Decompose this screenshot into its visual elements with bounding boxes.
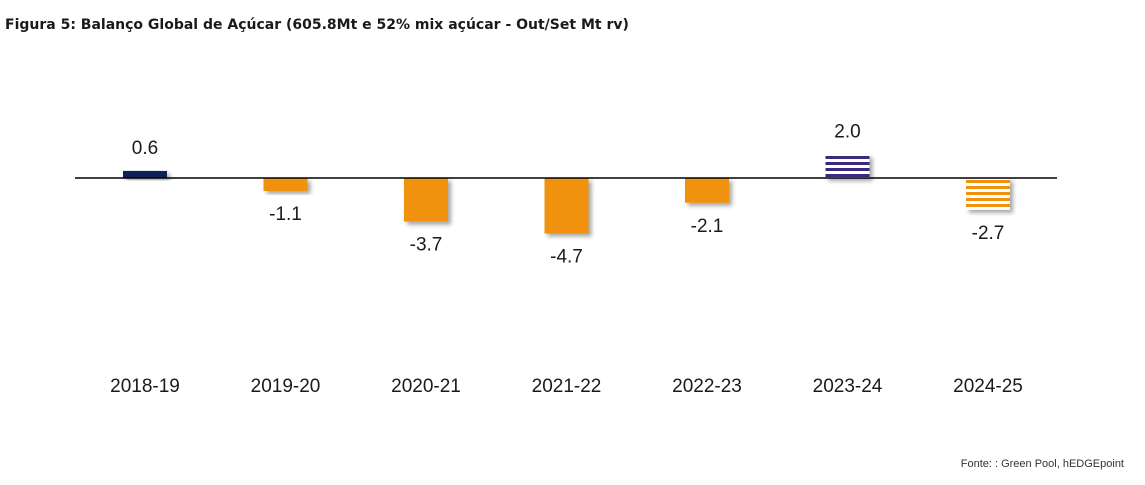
chart-title: Figura 5: Balanço Global de Açúcar (605.… bbox=[5, 17, 629, 33]
value-label-2024-25: -2.7 bbox=[972, 223, 1005, 244]
bar-2023-24 bbox=[825, 154, 870, 178]
bar-2019-20 bbox=[263, 178, 308, 191]
value-label-2022-23: -2.1 bbox=[691, 216, 724, 237]
bar-2021-22 bbox=[544, 178, 589, 234]
source-note: Fonte: : Green Pool, hEDGEpoint bbox=[960, 458, 1124, 470]
value-label-2021-22: -4.7 bbox=[550, 246, 583, 267]
category-label-2023-24: 2023-24 bbox=[813, 376, 883, 397]
bar-2018-19 bbox=[123, 170, 167, 178]
category-label-2018-19: 2018-19 bbox=[110, 376, 180, 397]
bar-2020-21 bbox=[404, 178, 448, 222]
category-label-2019-20: 2019-20 bbox=[251, 376, 321, 397]
value-label-2019-20: -1.1 bbox=[269, 204, 302, 225]
category-label-2022-23: 2022-23 bbox=[672, 376, 742, 397]
labels-group: 0.6 2018-19 -1.1 2019-20 -3.7 2020-21 -4.7 2021… bbox=[110, 121, 1023, 397]
bar-2024-25 bbox=[966, 178, 1010, 210]
category-label-2021-22: 2021-22 bbox=[532, 376, 602, 397]
category-label-2024-25: 2024-25 bbox=[953, 376, 1023, 397]
value-label-2018-19: 0.6 bbox=[132, 138, 158, 159]
bar-2022-23 bbox=[685, 178, 729, 203]
category-label-2020-21: 2020-21 bbox=[391, 376, 461, 397]
bars-group bbox=[123, 154, 1010, 234]
value-label-2020-21: -3.7 bbox=[410, 235, 443, 256]
value-label-2023-24: 2.0 bbox=[834, 121, 860, 142]
